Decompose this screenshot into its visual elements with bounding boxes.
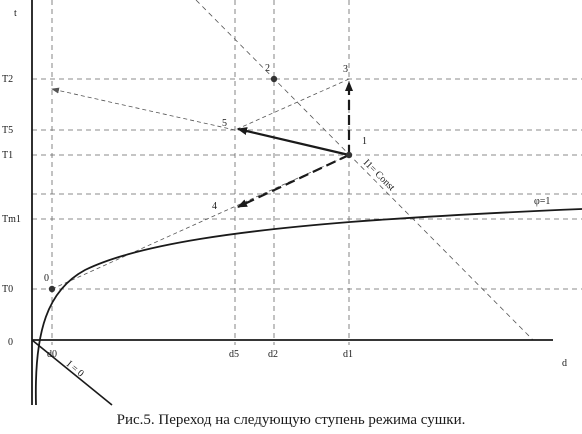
point-4-label: 4 xyxy=(212,201,217,212)
process-arrow-1-to-5 xyxy=(237,127,350,157)
saturation-curve-label: φ=1 xyxy=(534,196,550,207)
d-guide-lines xyxy=(51,0,350,345)
tm1-label: Tm1 xyxy=(2,214,21,225)
zero-enthalpy-line xyxy=(31,339,113,406)
point-5-label: 5 xyxy=(222,118,227,129)
t5-label: T5 xyxy=(2,125,13,136)
t1-label: T1 xyxy=(2,150,13,161)
process-arrow-1-to-4 xyxy=(237,154,350,208)
d-axis-label: d xyxy=(562,358,567,369)
point-1-marker xyxy=(345,151,353,159)
state-point-markers xyxy=(48,75,353,293)
d5-label: d5 xyxy=(229,349,239,360)
line-0-1 xyxy=(51,154,350,290)
figure-caption: Рис.5. Переход на следующую ступень режи… xyxy=(116,412,466,428)
point-0-marker xyxy=(48,285,56,293)
point-1-label: 1 xyxy=(362,136,367,147)
line-5-to-axis-arrow xyxy=(51,87,236,131)
zero-enthalpy-label: I = 0 xyxy=(64,359,86,380)
t2-label: T2 xyxy=(2,74,13,85)
d2-label: d2 xyxy=(268,349,278,360)
t0-label: T0 xyxy=(2,284,13,295)
isenthalp-label: I1= Const xyxy=(361,157,397,193)
point-2-label: 2 xyxy=(265,63,270,74)
isenthalp-line xyxy=(195,0,534,341)
saturation-curve xyxy=(34,208,582,406)
auxiliary-lines xyxy=(51,78,350,290)
d0-label: d0 xyxy=(47,349,57,360)
point-0-label: 0 xyxy=(44,273,49,284)
d1-label: d1 xyxy=(343,349,353,360)
t-axis-label: t xyxy=(14,8,17,19)
line-3-5 xyxy=(234,78,350,131)
point-3-label: 3 xyxy=(343,64,348,75)
point-2-marker xyxy=(270,75,278,83)
t-guide-lines xyxy=(32,78,582,290)
origin-label: 0 xyxy=(8,337,13,348)
axes xyxy=(31,0,553,405)
